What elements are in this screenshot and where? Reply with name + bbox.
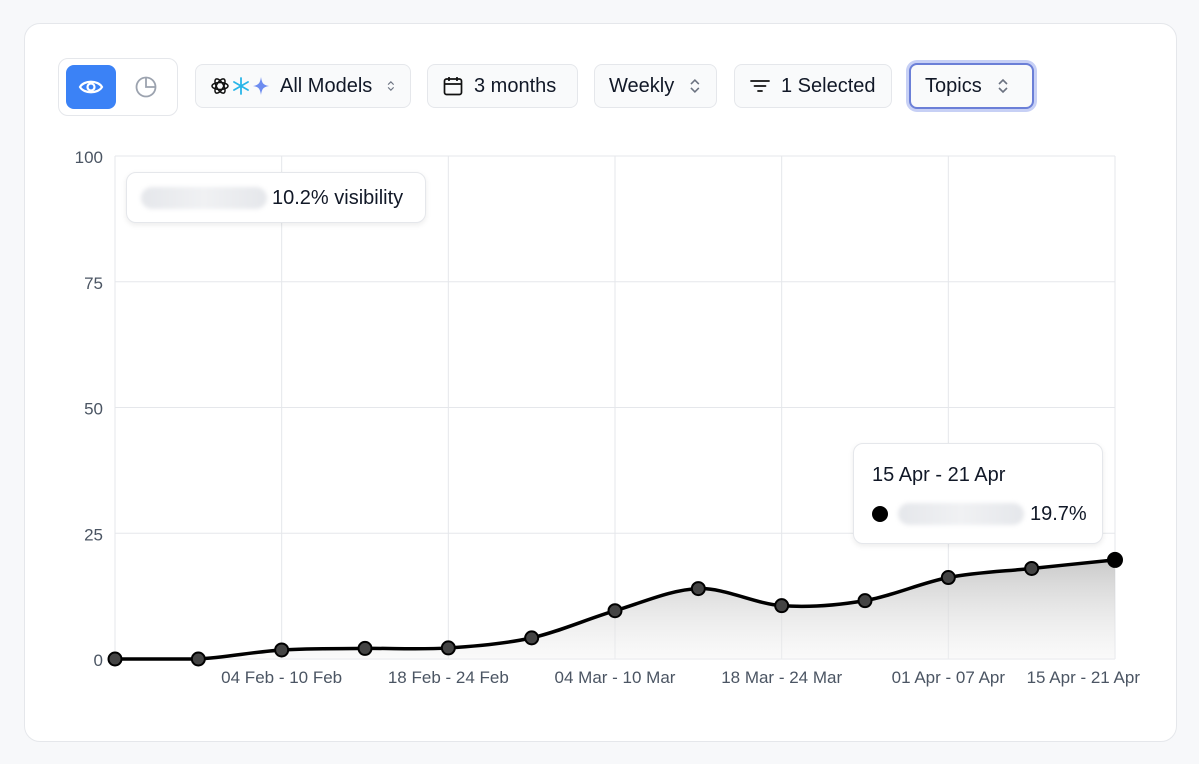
interval-label: Weekly (609, 74, 675, 97)
y-tick-label: 75 (84, 274, 103, 293)
x-tick-label: 04 Mar - 10 Mar (555, 668, 676, 687)
data-point[interactable] (607, 603, 623, 619)
tooltip-date: 15 Apr - 21 Apr (872, 464, 1006, 486)
data-point[interactable] (190, 651, 206, 667)
interval-select[interactable]: Weekly (594, 64, 717, 108)
series-area (115, 559, 1115, 659)
chevrons-updown-icon (690, 78, 700, 94)
gemini-icon (253, 77, 269, 95)
calendar-icon (443, 77, 463, 96)
legend-value: 10.2% visibility (272, 187, 404, 209)
x-tick-label: 15 Apr - 21 Apr (1027, 668, 1141, 687)
data-point[interactable] (107, 651, 123, 667)
data-point[interactable] (274, 642, 290, 658)
group-by-select[interactable]: Topics (909, 63, 1034, 109)
y-tick-label: 50 (84, 400, 103, 419)
y-tick-label: 0 (94, 651, 103, 670)
x-tick-label: 18 Mar - 24 Mar (721, 668, 842, 687)
filter-label: 1 Selected (781, 74, 876, 97)
hover-tooltip: 15 Apr - 21 Apr 19.7% (853, 443, 1103, 544)
series-points (107, 551, 1123, 667)
tooltip-dot (872, 506, 888, 522)
data-point[interactable] (440, 640, 456, 656)
data-point[interactable] (1107, 551, 1123, 568)
pie-chart-icon (135, 76, 157, 98)
period-select[interactable]: 3 months (427, 64, 578, 108)
blurred-series-name (141, 187, 267, 209)
eye-icon (78, 80, 104, 94)
y-tick-label: 100 (75, 148, 103, 167)
chevrons-updown-icon (998, 78, 1008, 94)
models-label: All Models (280, 74, 373, 97)
series-legend-tooltip: 10.2% visibility (126, 172, 426, 223)
period-label: 3 months (474, 74, 557, 97)
x-tick-label: 01 Apr - 07 Apr (892, 668, 1006, 687)
y-axis: 0 25 50 75 100 (75, 148, 103, 670)
blurred-series-name (898, 503, 1024, 525)
filter-select[interactable]: 1 Selected (734, 64, 892, 108)
tooltip-value: 19.7% (1030, 503, 1087, 525)
data-point[interactable] (690, 581, 706, 597)
pie-view-button[interactable] (121, 65, 171, 109)
data-point[interactable] (857, 593, 873, 609)
models-select[interactable]: All Models (195, 64, 411, 108)
y-tick-label: 25 (84, 525, 103, 544)
filter-icon (750, 80, 770, 92)
x-axis: 04 Feb - 10 Feb 18 Feb - 24 Feb 04 Mar - 1… (221, 668, 1140, 687)
data-point[interactable] (774, 598, 790, 614)
data-point[interactable] (524, 630, 540, 646)
chevrons-updown-icon (387, 81, 395, 91)
line-view-button[interactable] (66, 65, 116, 109)
x-tick-label: 18 Feb - 24 Feb (388, 668, 509, 687)
openai-icon (211, 78, 229, 94)
data-point[interactable] (940, 570, 956, 586)
data-point[interactable] (357, 640, 373, 656)
snowflake-icon (233, 77, 249, 95)
group-label: Topics (925, 74, 982, 97)
model-icons (210, 76, 270, 96)
data-point[interactable] (1024, 560, 1040, 576)
view-toggle (58, 58, 178, 116)
x-tick-label: 04 Feb - 10 Feb (221, 668, 342, 687)
